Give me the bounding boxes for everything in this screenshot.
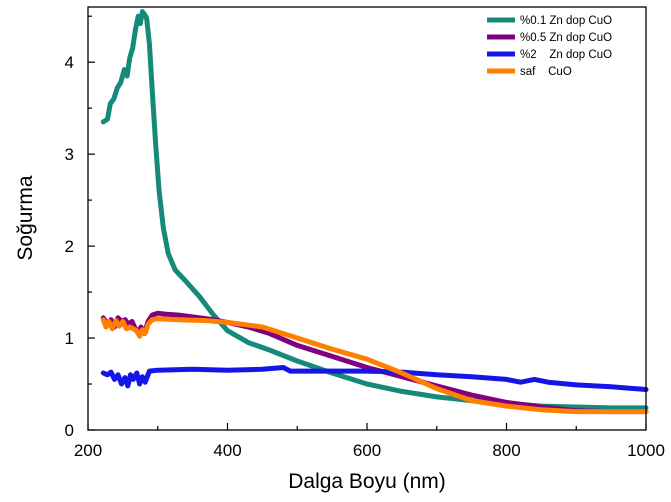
series-line-3: [100, 365, 649, 392]
legend-label: saf CuO: [520, 66, 572, 78]
y-axis-title: Soğurma: [14, 175, 37, 261]
x-tick-label: 1000: [627, 441, 665, 460]
x-axis: 200 400 600 800 1000: [74, 423, 665, 460]
legend-label: %0.1 Zn dop CuO: [520, 15, 612, 27]
x-tick-label: 400: [213, 441, 241, 460]
y-tick-label: 4: [65, 53, 74, 72]
y-tick-label: 3: [65, 145, 74, 164]
legend-label: %2 Zn dop CuO: [520, 49, 612, 61]
series-line-4: [100, 316, 649, 415]
y-tick-label: 2: [65, 237, 74, 256]
y-tick-label: 0: [65, 421, 74, 440]
legend-label: %0.5 Zn dop CuO: [520, 32, 612, 44]
x-tick-label: 200: [74, 441, 102, 460]
x-tick-label: 800: [492, 441, 520, 460]
y-axis: 0 1 2 3 4: [65, 15, 95, 440]
legend: %0.1 Zn dop CuO %0.5 Zn dop CuO %2 Zn dop …: [487, 15, 612, 78]
series-lines: [100, 9, 649, 415]
series-line-1: [100, 9, 649, 411]
y-tick-label: 1: [65, 329, 74, 348]
x-tick-label: 600: [353, 441, 381, 460]
x-axis-title: Dalga Boyu (nm): [288, 470, 446, 493]
